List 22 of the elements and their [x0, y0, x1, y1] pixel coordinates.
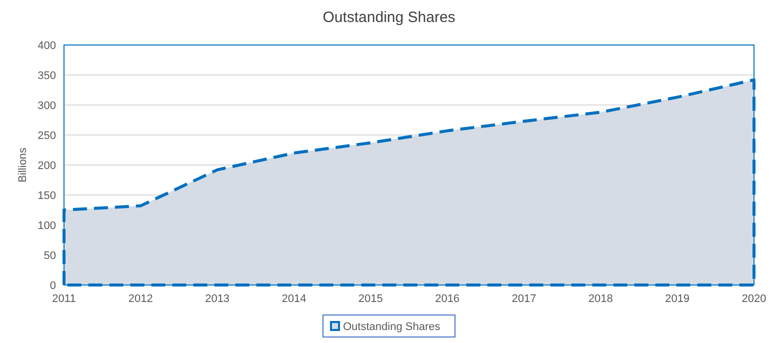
- y-tick-label: 350: [38, 70, 56, 82]
- x-tick-label: 2016: [435, 293, 460, 305]
- x-tick-label: 2013: [205, 293, 230, 305]
- x-tick-label: 2012: [128, 293, 153, 305]
- x-tick-label: 2017: [512, 293, 536, 305]
- x-tick-label: 2014: [282, 293, 306, 305]
- y-tick-label: 150: [38, 190, 56, 202]
- x-tick-label: 2018: [588, 293, 613, 305]
- y-tick-label: 100: [38, 220, 56, 232]
- y-tick-label: 200: [38, 160, 56, 172]
- y-tick-label: 400: [38, 40, 56, 52]
- x-tick-label: 2020: [742, 293, 766, 305]
- y-axis-title: Billions: [17, 147, 29, 182]
- y-tick-label: 300: [38, 100, 56, 112]
- y-tick-label: 50: [44, 250, 56, 262]
- x-tick-label: 2015: [358, 293, 383, 305]
- y-tick-label: 250: [38, 130, 56, 142]
- text: Outstanding Shares: [343, 321, 441, 333]
- chart-title: Outstanding Shares: [322, 9, 456, 26]
- x-tick-label: 2019: [665, 293, 690, 305]
- y-tick-label: 0: [50, 280, 56, 292]
- x-tick-label: 2011: [52, 293, 76, 305]
